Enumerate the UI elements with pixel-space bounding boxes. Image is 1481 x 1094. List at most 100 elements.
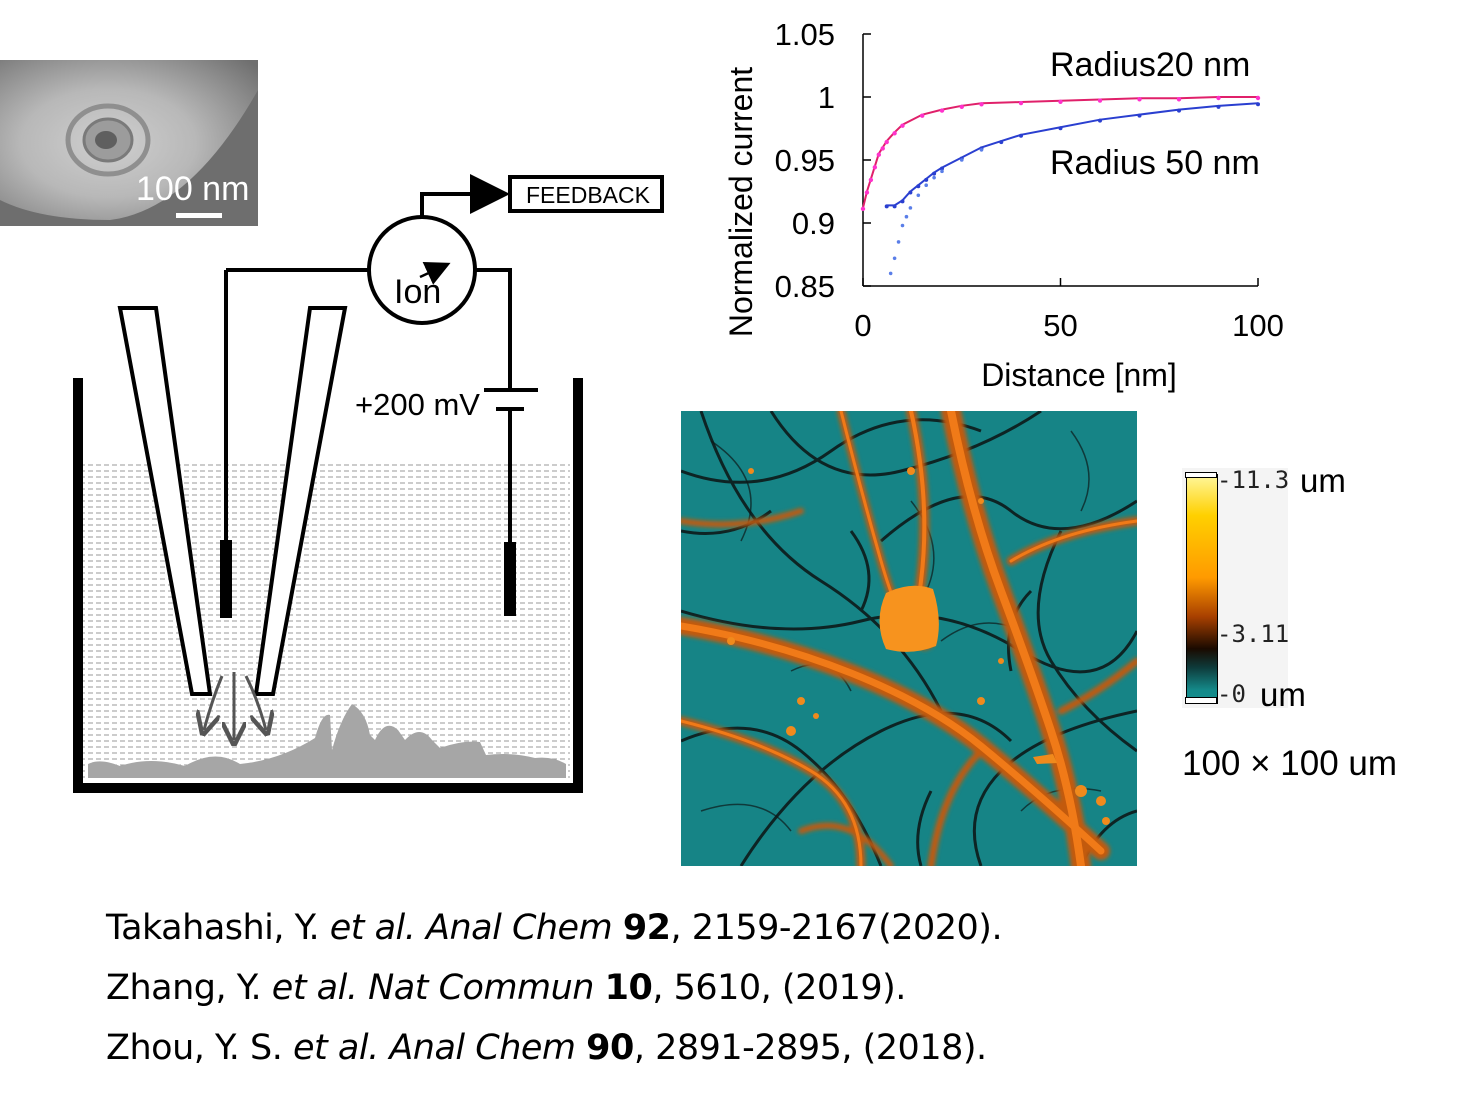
data-point <box>1058 126 1063 131</box>
data-point <box>876 152 881 157</box>
scale-bar <box>176 213 222 218</box>
scan-size-label: 100 × 100 um <box>1182 744 1398 783</box>
data-point <box>1216 95 1221 101</box>
colorbar-min-cap <box>1185 697 1217 704</box>
data-point <box>868 177 874 183</box>
data-point <box>1058 99 1063 104</box>
y-tick-label: 0.95 <box>775 143 835 178</box>
data-point <box>872 165 878 170</box>
data-point <box>880 146 885 151</box>
colorbar-max-cap <box>1185 472 1217 478</box>
ref-volume: 90 <box>586 1028 634 1068</box>
data-point <box>1255 95 1261 101</box>
reference-item: Zhou, Y. S. et al. Anal Chem 90, 2891-28… <box>106 1028 987 1068</box>
reference-electrode <box>504 542 516 616</box>
data-point <box>860 206 866 212</box>
ref-volume: 92 <box>622 908 671 948</box>
data-point <box>940 169 944 174</box>
data-point <box>900 123 905 128</box>
ref-etal: et al. <box>329 908 416 948</box>
ref-journal: Nat Commun <box>357 968 605 1008</box>
x-tick-label: 100 <box>1232 308 1284 343</box>
data-point <box>908 190 913 195</box>
ion-flow-arrow <box>244 675 266 730</box>
feedback-label: FEEDBACK <box>526 182 651 208</box>
topography-image <box>681 411 1137 866</box>
sem-image <box>0 60 258 226</box>
ref-journal: Anal Chem <box>378 1028 587 1068</box>
data-point <box>959 158 964 162</box>
data-point <box>1019 133 1023 138</box>
data-point <box>1097 98 1103 103</box>
reference-item: Zhang, Y. et al. Nat Commun 10, 5610, (2… <box>106 968 906 1008</box>
data-point <box>896 240 901 244</box>
annotation-radius-50: Radius 50 nm <box>1050 144 1260 182</box>
y-tick-label: 0.85 <box>775 269 835 304</box>
data-point <box>979 148 984 152</box>
feedback-box <box>508 175 664 213</box>
data-point <box>904 214 909 219</box>
data-point <box>900 223 905 228</box>
colorbar-max-label: -11.3 <box>1217 466 1290 494</box>
annotation-radius-20: Radius20 nm <box>1050 46 1250 84</box>
working-electrode <box>220 540 232 618</box>
x-tick-label: 0 <box>854 308 871 343</box>
y-tick-label: 1.05 <box>775 17 835 52</box>
approach-curve-chart: 1.05 1 0.95 0.9 0.85 0 50 100 Distance [nm] Nor… <box>723 17 1284 393</box>
ref-volume: 10 <box>604 968 653 1008</box>
ref-journal: Anal Chem <box>415 908 623 948</box>
data-point <box>920 113 925 118</box>
data-point <box>1176 97 1182 102</box>
reference-item: Takahashi, Y. et al. Anal Chem 92, 2159-… <box>106 908 1003 948</box>
colorbar-gradient <box>1186 474 1218 704</box>
data-point <box>1018 100 1024 106</box>
y-tick-label: 1 <box>818 80 835 115</box>
data-point <box>940 166 944 171</box>
scale-bar-label: 100 nm <box>136 170 250 208</box>
data-point <box>892 204 897 209</box>
colorbar-min-label: -0 <box>1217 680 1246 708</box>
ref-authors: Takahashi, Y. <box>106 908 330 948</box>
data-point <box>884 139 889 145</box>
data-point <box>900 199 905 204</box>
pipette-left-wall <box>117 306 213 696</box>
data-point <box>916 184 921 189</box>
data-point <box>932 171 937 176</box>
colorbar-unit-top: um <box>1300 462 1346 499</box>
x-tick-label: 50 <box>1043 308 1077 343</box>
data-point <box>999 140 1004 145</box>
data-point <box>1137 97 1142 102</box>
x-axis-label: Distance [nm] <box>981 357 1177 393</box>
ref-authors: Zhou, Y. S. <box>106 1028 294 1068</box>
colorbar-unit-bottom: um <box>1260 676 1306 713</box>
data-point <box>959 104 964 110</box>
data-point <box>924 177 929 182</box>
data-point <box>1177 108 1181 113</box>
data-point <box>884 204 889 209</box>
ammeter-label: Ion <box>394 273 441 311</box>
ref-pages: , 5610, (2019). <box>652 968 906 1008</box>
sicm-schematic: Ion FEEDBACK +200 mV <box>73 174 664 793</box>
ref-pages: , 2159-2167(2020). <box>670 908 1003 948</box>
data-point <box>1137 113 1142 118</box>
y-tick-label: 0.9 <box>792 206 835 241</box>
ref-etal: et al. <box>293 1028 379 1068</box>
chart-series <box>860 95 1261 276</box>
chart-ticks: 1.05 1 0.95 0.9 0.85 0 50 100 <box>775 17 1284 343</box>
data-point <box>932 175 936 180</box>
pipette-right-wall <box>253 306 348 696</box>
y-axis-label: Normalized current <box>723 67 759 337</box>
ion-flow-arrow <box>204 675 224 730</box>
data-point <box>892 131 897 136</box>
ref-authors: Zhang, Y. <box>106 968 272 1008</box>
data-point <box>908 206 913 210</box>
data-point <box>1216 104 1221 109</box>
data-point <box>1098 118 1102 123</box>
series-radius-20-line <box>862 96 1258 209</box>
data-point <box>1256 102 1260 107</box>
data-point <box>924 183 928 187</box>
voltage-label: +200 mV <box>355 387 480 422</box>
bath-container <box>73 378 583 793</box>
data-point <box>892 256 897 261</box>
data-point <box>939 108 945 113</box>
